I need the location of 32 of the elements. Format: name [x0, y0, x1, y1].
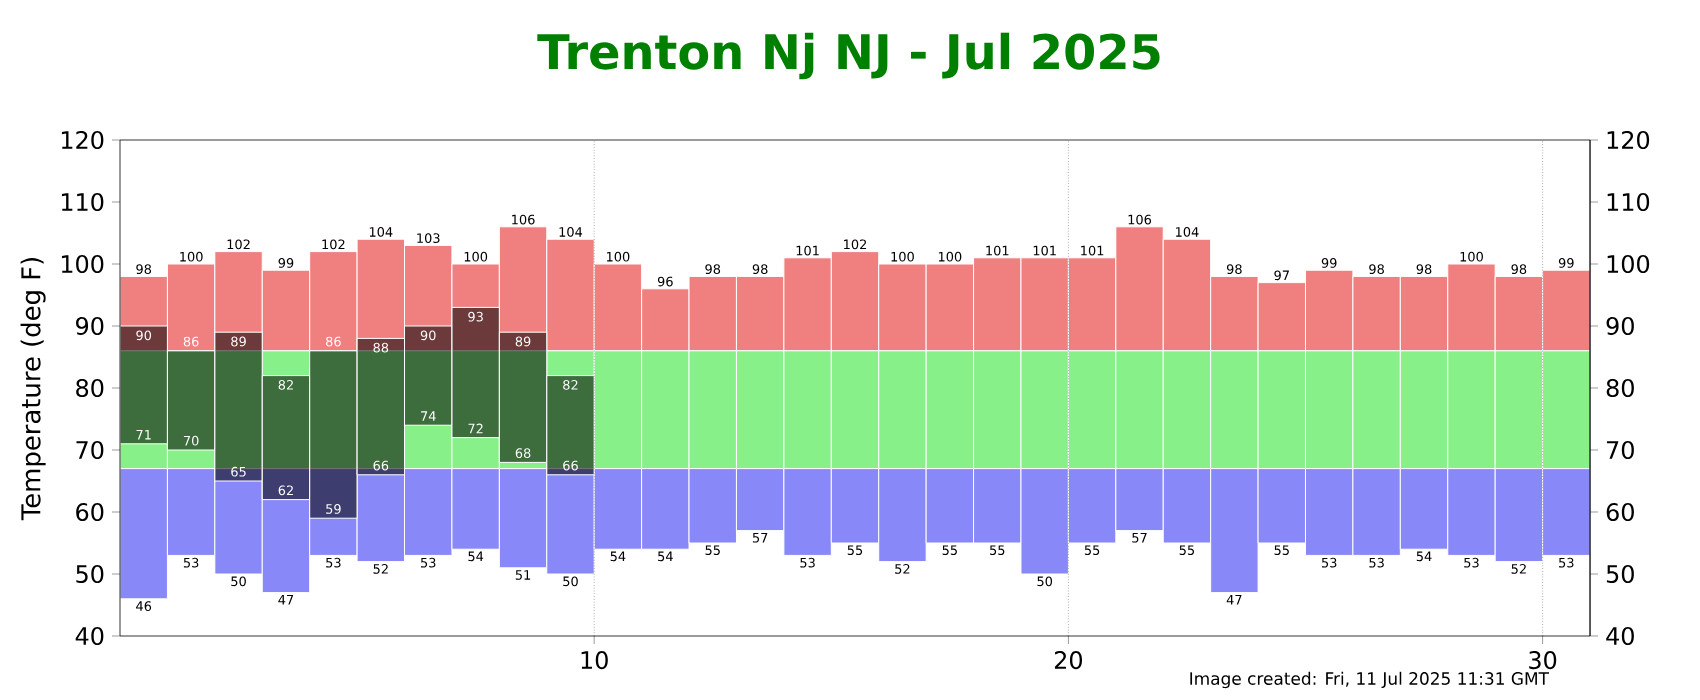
y2-tick-label: 60: [1606, 502, 1634, 522]
y2-tick-label: 90: [1606, 316, 1634, 336]
y2-tick-label: 80: [1606, 378, 1634, 398]
y2-tick-label: 50: [1606, 564, 1634, 584]
bar: [261, 375, 311, 501]
y2-tick-label: 110: [1607, 192, 1650, 212]
bar: [451, 306, 500, 439]
bar: [309, 350, 358, 519]
y2-tick-label: 120: [1607, 130, 1650, 150]
x-tick-label: 20: [1054, 651, 1083, 670]
bar: [214, 331, 263, 482]
y2-tick-label: 40: [1606, 626, 1634, 646]
y-tick-label: 120: [61, 130, 104, 150]
y-tick-label: 40: [75, 626, 104, 646]
x-tick-label: 10: [581, 651, 608, 670]
y2-tick-label: 100: [1607, 254, 1650, 274]
y-tick-label: 90: [76, 316, 104, 336]
bar: [546, 375, 595, 476]
text: Image created: Fri, 11 Jul 2025 11:31 GMT: [1190, 671, 1550, 689]
y-tick-label: 60: [76, 502, 104, 522]
y-tick-label: 80: [76, 378, 104, 398]
bar: [404, 325, 453, 426]
bar: [166, 350, 216, 451]
y-tick-label: 70: [76, 440, 104, 460]
bar: [498, 331, 548, 463]
y-axis-title: Temperature (deg F): [20, 258, 46, 521]
chart-title: Trenton Nj NJ - Jul 2025: [537, 32, 1160, 80]
y-tick-label: 50: [76, 564, 104, 584]
y2-tick-label: 70: [1607, 440, 1634, 460]
y-tick-label: 100: [61, 254, 104, 274]
x-tick-label: 30: [1529, 651, 1557, 670]
y-tick-label: 110: [61, 192, 104, 212]
